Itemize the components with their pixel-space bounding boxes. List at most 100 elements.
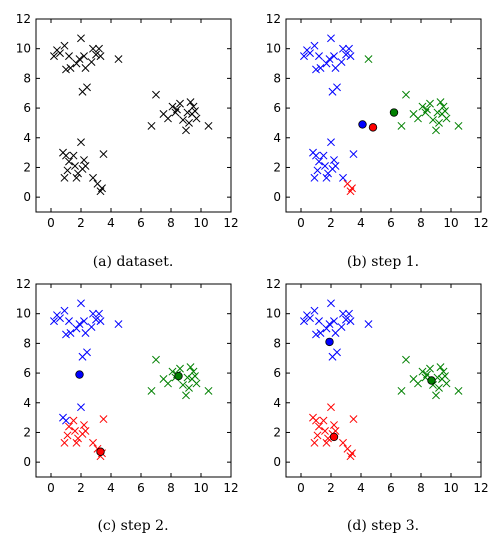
data-point-x — [183, 108, 192, 117]
data-point-x — [186, 98, 195, 107]
data-point-x — [204, 386, 213, 395]
data-point-x — [327, 403, 335, 412]
data-point-x — [325, 55, 334, 64]
caption-b: (b) step 1. — [347, 254, 419, 270]
data-point-x — [397, 121, 406, 130]
data-point-x — [77, 34, 85, 43]
x-tick-label: 10 — [193, 481, 208, 495]
data-point-x — [414, 114, 422, 123]
x-tick-label: 6 — [387, 481, 395, 495]
x-tick-label: 4 — [107, 481, 115, 495]
data-point-x — [66, 329, 75, 337]
data-point-x — [60, 306, 69, 315]
y-tick-label: 6 — [23, 366, 31, 380]
data-point-x — [339, 309, 347, 318]
x-tick-label: 8 — [167, 216, 175, 230]
data-point-x — [98, 184, 106, 193]
data-point-x — [418, 367, 427, 376]
data-point-x — [330, 317, 338, 326]
y-tick-label: 2 — [273, 425, 281, 439]
data-point-x — [83, 348, 91, 357]
data-point-x — [96, 317, 105, 326]
data-point-x — [50, 317, 58, 326]
data-point-x — [327, 138, 335, 147]
y-tick-label: 8 — [23, 71, 31, 85]
data-point-x — [322, 324, 331, 333]
data-point-x — [349, 150, 358, 159]
caption-c: (c) step 2. — [97, 518, 168, 534]
y-tick-label: 8 — [273, 71, 281, 85]
data-point-x — [192, 379, 201, 388]
data-point-x — [429, 116, 437, 124]
data-point-x — [454, 386, 463, 395]
x-tick-label: 0 — [297, 216, 305, 230]
data-point-x — [89, 309, 97, 318]
data-point-x — [322, 59, 331, 68]
x-tick-label: 4 — [357, 481, 365, 495]
data-point-x — [71, 427, 79, 435]
data-point-x — [310, 438, 319, 447]
y-tick-label: 8 — [273, 336, 281, 350]
data-point-x — [432, 391, 440, 400]
data-point-x — [327, 34, 335, 43]
y-tick-label: 4 — [23, 131, 31, 145]
data-point-x — [77, 403, 85, 412]
data-point-x — [62, 330, 70, 339]
data-point-x — [95, 44, 103, 53]
x-tick-label: 2 — [77, 216, 85, 230]
data-point-x — [185, 118, 193, 127]
x-tick-label: 6 — [137, 481, 145, 495]
data-point-x — [114, 55, 123, 64]
data-point-x — [92, 315, 100, 324]
data-point-x — [89, 173, 97, 182]
data-point-x — [171, 108, 180, 117]
data-point-x — [62, 151, 70, 160]
data-point-x — [72, 59, 81, 68]
data-point-x — [339, 44, 347, 53]
centroid-point — [427, 376, 436, 385]
data-point-x — [349, 415, 358, 424]
data-point-x — [330, 52, 338, 61]
data-point-x — [56, 49, 64, 58]
y-tick-label: 6 — [273, 101, 281, 115]
data-point-x — [313, 166, 322, 175]
data-point-x — [80, 156, 88, 164]
data-point-x — [75, 320, 84, 329]
data-point-x — [81, 427, 90, 435]
data-point-x — [397, 386, 406, 395]
y-tick-label: 0 — [23, 455, 31, 469]
y-tick-label: 0 — [273, 455, 281, 469]
x-tick-label: 6 — [387, 216, 395, 230]
data-point-x — [322, 173, 331, 182]
data-point-x — [316, 329, 325, 337]
data-point-x — [92, 50, 100, 59]
plot-frame — [285, 18, 482, 213]
data-point-x — [65, 422, 73, 431]
centroid-point — [174, 371, 183, 381]
data-point-x — [83, 83, 91, 92]
x-tick-label: 12 — [473, 216, 488, 230]
data-point-x — [65, 52, 73, 61]
data-point-x — [345, 309, 353, 318]
data-point-x — [339, 438, 347, 447]
data-point-x — [346, 317, 355, 326]
data-point-x — [95, 309, 103, 318]
panel-b: 0 2 4 6 8 10 12 0 2 4 6 8 10 12 — [266, 12, 489, 230]
data-point-x — [426, 99, 434, 108]
data-point-x — [325, 320, 334, 329]
data-point-x — [152, 90, 160, 99]
data-point-x — [435, 118, 443, 127]
data-point-x — [306, 314, 314, 323]
y-tick-label: 10 — [266, 42, 281, 56]
x-tick-label: 10 — [443, 481, 458, 495]
data-point-x — [337, 58, 346, 67]
data-point-x — [69, 416, 78, 425]
centroid-point — [358, 120, 367, 129]
data-point-x — [441, 372, 449, 380]
data-point-x — [69, 151, 78, 160]
data-point-x — [432, 126, 440, 135]
data-point-x — [345, 44, 353, 53]
data-point-x — [99, 415, 108, 424]
data-point-x — [96, 52, 105, 61]
data-point-x — [319, 416, 328, 425]
